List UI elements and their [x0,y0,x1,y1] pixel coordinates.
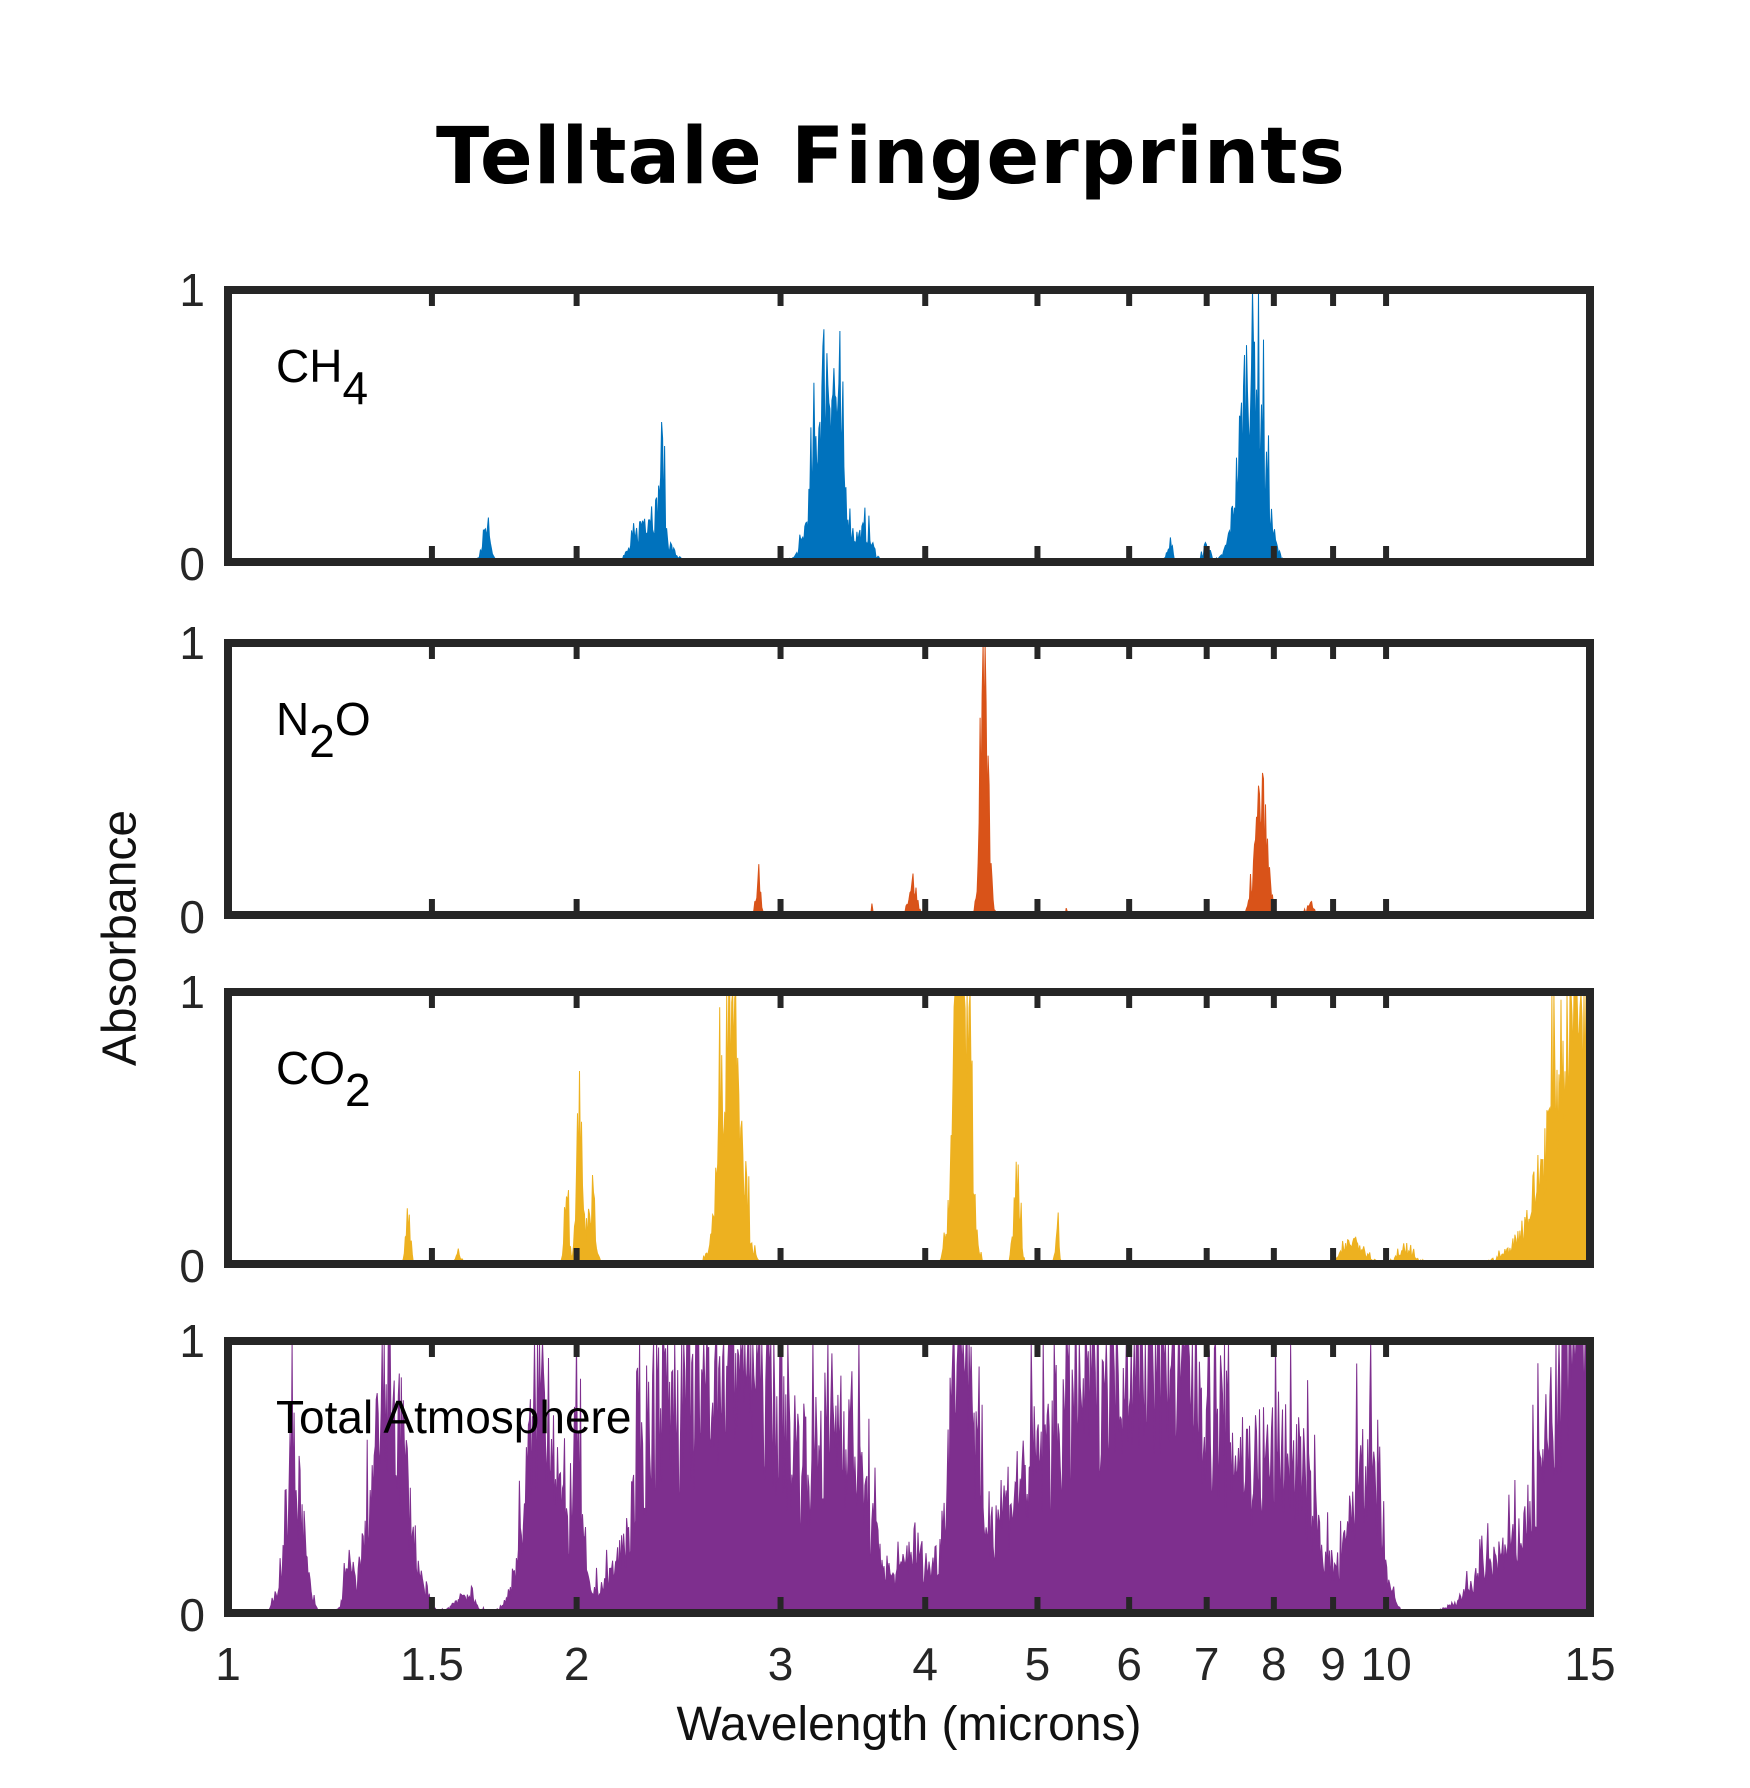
panel-ch4: 1 0 CH4 [179,264,1594,590]
y-tick-label-0: 0 [179,1240,205,1292]
x-tick-label: 2 [564,1638,590,1690]
panel-label-subscript: 2 [345,1064,371,1116]
panel-label-main: N [276,693,309,745]
panel-label: Total Atmosphere [276,1391,631,1443]
panel-frame [224,639,1594,919]
panel-label-main: CO [276,1042,345,1094]
x-tick-label: 9 [1320,1638,1346,1690]
x-tick-label: 5 [1025,1638,1051,1690]
y-tick-label-1: 1 [179,617,205,669]
panel-label-tail: O [335,693,371,745]
x-tick-label: 3 [768,1638,794,1690]
x-tick-label: 15 [1564,1638,1615,1690]
panel-co2: 1 0 CO2 [179,966,1594,1292]
panel-frame [224,1337,1594,1617]
x-axis-label: Wavelength (microns) [676,1698,1142,1751]
panel-label-subscript: 4 [342,362,368,414]
panel-frame [224,988,1594,1268]
y-tick-label-0: 0 [179,538,205,590]
panel-label-subscript: 2 [309,715,335,767]
panel-label: CO2 [276,1042,371,1116]
x-tick-label: 10 [1360,1638,1411,1690]
panel-n2o: 1 0 N2O [179,617,1594,943]
panel-label: N2O [276,693,371,767]
panel-total-atmosphere: 1 0 Total Atmosphere [179,1315,1594,1641]
x-tick-label: 1.5 [400,1638,464,1690]
spectrum-area-total-atmosphere [228,1339,1591,1614]
y-tick-label-1: 1 [179,264,205,316]
x-tick-label: 6 [1116,1638,1142,1690]
panel-label: CH4 [276,340,368,414]
panel-frame [224,286,1594,566]
chart-title: Telltale Fingerprints [436,112,1346,202]
x-tick-label: 7 [1194,1638,1220,1690]
spectrum-area-ch4 [228,289,1590,563]
y-tick-label-0: 0 [179,1589,205,1641]
x-tick-label: 1 [215,1638,241,1690]
panel-label-main: CH [276,340,342,392]
y-tick-label-0: 0 [179,891,205,943]
spectrum-area-co2 [228,991,1591,1266]
x-tick-label: 4 [912,1638,938,1690]
y-tick-label-1: 1 [179,1315,205,1367]
y-tick-label-1: 1 [179,966,205,1018]
panel-label-main: Total Atmosphere [276,1391,631,1443]
spectrum-area-n2o [228,642,1590,916]
x-tick-label: 8 [1261,1638,1287,1690]
